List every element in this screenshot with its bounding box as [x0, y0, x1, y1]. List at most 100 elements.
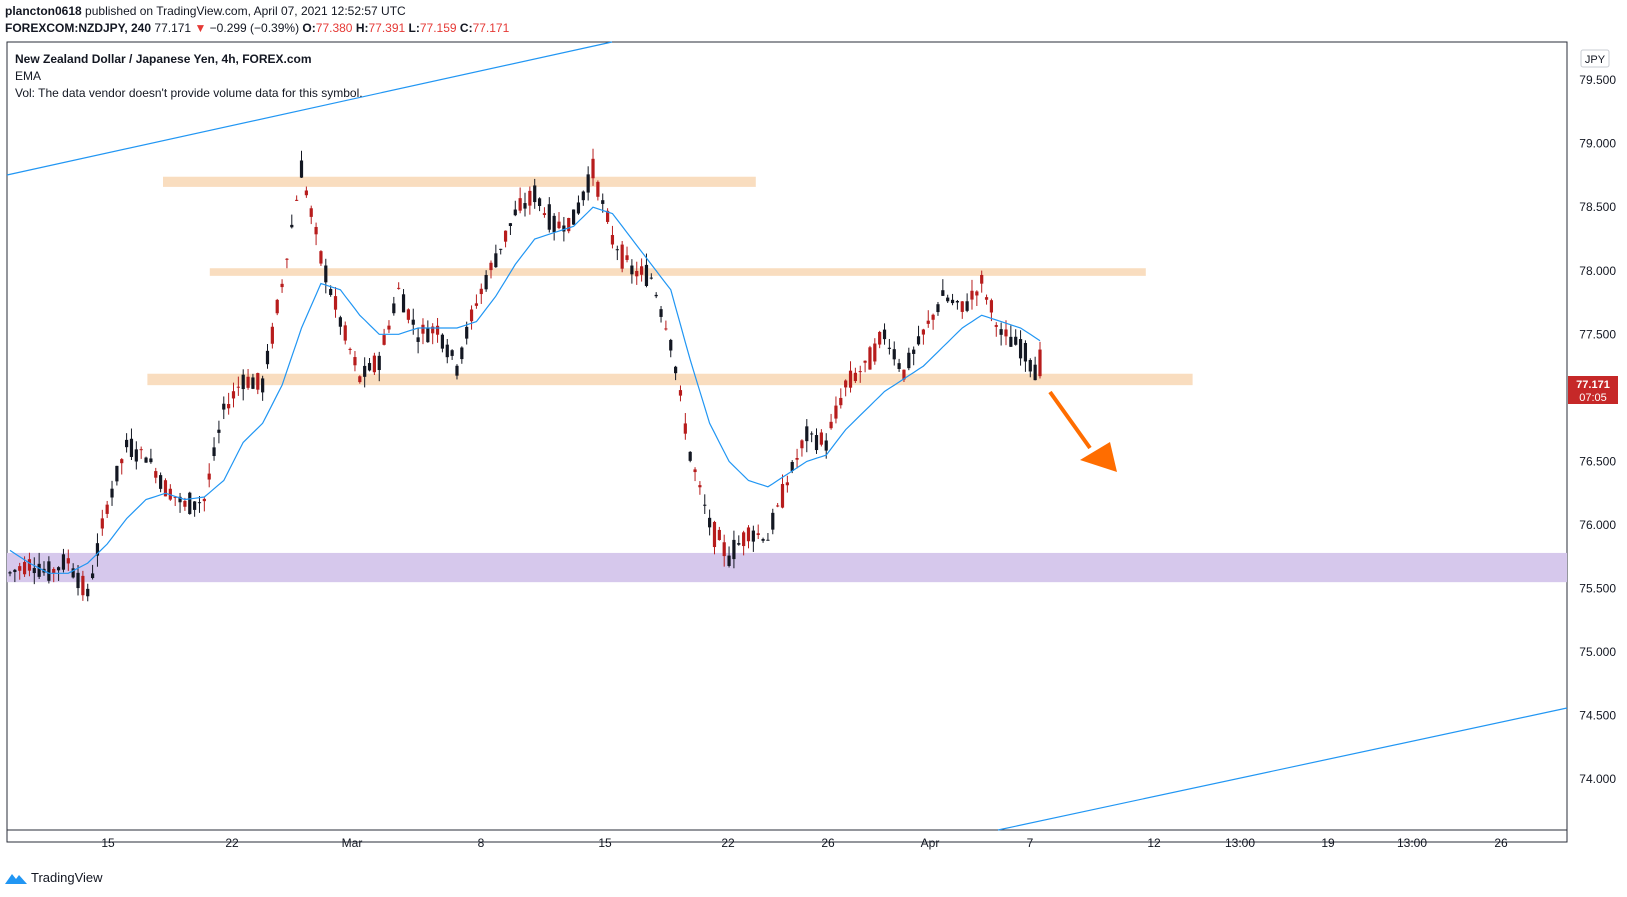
candle-body: [261, 378, 265, 393]
plot-frame: [6, 41, 1568, 843]
candle-body: [960, 301, 964, 312]
candle-body: [557, 221, 561, 229]
candle-body: [916, 336, 921, 345]
zone-support-2[interactable]: [147, 373, 1193, 386]
change-value: −0.299 (−0.39%): [209, 21, 300, 35]
candle-body: [236, 386, 240, 388]
candle-body: [212, 447, 216, 457]
candle-body: [120, 459, 124, 464]
candle-body: [926, 320, 930, 324]
high-value: 77.391: [368, 21, 406, 35]
candle-body: [329, 289, 333, 295]
candle-body: [644, 264, 649, 286]
zone-resistance-0[interactable]: [163, 176, 756, 187]
candle-body: [513, 209, 517, 216]
candle-body: [1023, 342, 1028, 362]
candle-body: [805, 426, 809, 442]
brand-name: TradingView: [31, 870, 103, 885]
candle-body: [630, 265, 634, 275]
candle-body: [421, 324, 425, 334]
candle-body: [397, 287, 401, 289]
candle-body: [776, 505, 780, 507]
candle-body: [542, 213, 547, 216]
candle-body: [1014, 336, 1018, 345]
low-label: L:: [408, 21, 420, 35]
candle-body: [1009, 336, 1013, 347]
candle-body: [144, 457, 148, 463]
candle-body: [882, 329, 887, 340]
candle-body: [678, 390, 683, 396]
candle-body: [552, 215, 556, 233]
candle-body: [674, 366, 678, 374]
candle-body: [469, 309, 474, 322]
candle-body: [771, 512, 775, 530]
candle-body: [839, 397, 843, 406]
currency-badge[interactable]: JPY: [1580, 49, 1610, 68]
open-value: 77.380: [315, 21, 353, 35]
candle-body: [343, 325, 347, 341]
candle-body: [426, 327, 430, 343]
candle-body: [946, 297, 950, 302]
svg-text:JPY: JPY: [1585, 54, 1606, 66]
candle-body: [897, 363, 901, 369]
candle-body: [61, 554, 66, 570]
candle-body: [907, 352, 911, 369]
candle-body: [712, 521, 717, 548]
candle-body: [737, 543, 741, 545]
candle-body: [367, 363, 372, 371]
candle-body: [56, 567, 61, 571]
candle-body: [581, 191, 585, 201]
candle-body: [251, 377, 255, 389]
candle-body: [732, 539, 736, 560]
candle-body: [829, 421, 833, 429]
x-tick-label: 7: [1027, 836, 1034, 850]
candle-body: [295, 199, 299, 201]
candle-body: [780, 483, 785, 508]
close-value: 77.171: [472, 21, 510, 35]
candle-body: [333, 296, 338, 310]
candle-body: [615, 249, 619, 251]
x-tick-label: 15: [101, 836, 115, 850]
candle-body: [902, 369, 906, 380]
candle-body: [503, 230, 508, 242]
candle-body: [717, 529, 721, 541]
candle-body: [727, 555, 731, 566]
candle-body: [299, 160, 304, 178]
candle-body: [231, 391, 236, 399]
candle-body: [499, 248, 503, 250]
legend-ema[interactable]: EMA: [15, 69, 42, 83]
candle-body: [994, 325, 998, 327]
y-tick-label: 78.000: [1579, 264, 1616, 278]
candle-body: [110, 488, 114, 498]
y-tick-label: 77.500: [1579, 327, 1616, 341]
candle-body: [382, 335, 386, 345]
candle-body: [197, 502, 202, 504]
candle-body: [950, 299, 955, 304]
ema-line: [9, 206, 1041, 574]
chart-legend: New Zealand Dollar / Japanese Yen, 4h, F…: [15, 51, 363, 102]
candle-body: [13, 569, 17, 573]
candle-body: [450, 350, 454, 356]
candle-body: [222, 403, 226, 410]
candle-body: [22, 562, 27, 575]
candle-body: [100, 518, 104, 529]
candle-body: [921, 329, 925, 335]
candle-body: [635, 270, 639, 277]
candle-body: [76, 572, 80, 589]
x-tick-label: 26: [1494, 836, 1508, 850]
candle-body: [241, 374, 245, 390]
author-name[interactable]: plancton0618: [5, 4, 82, 18]
lower-trendline[interactable]: [997, 707, 1568, 831]
candle-body: [445, 344, 449, 358]
candle-body: [392, 303, 396, 314]
upper-trendline[interactable]: [6, 41, 613, 176]
candle-body: [465, 326, 469, 339]
zone-resistance-1[interactable]: [209, 268, 1146, 276]
candle-body: [431, 326, 435, 334]
candle-body: [887, 347, 891, 349]
candle-body: [810, 433, 814, 435]
zone-demand-3[interactable]: [7, 552, 1567, 583]
bar-countdown: 07:05: [1579, 392, 1607, 404]
candle-body: [664, 328, 668, 330]
